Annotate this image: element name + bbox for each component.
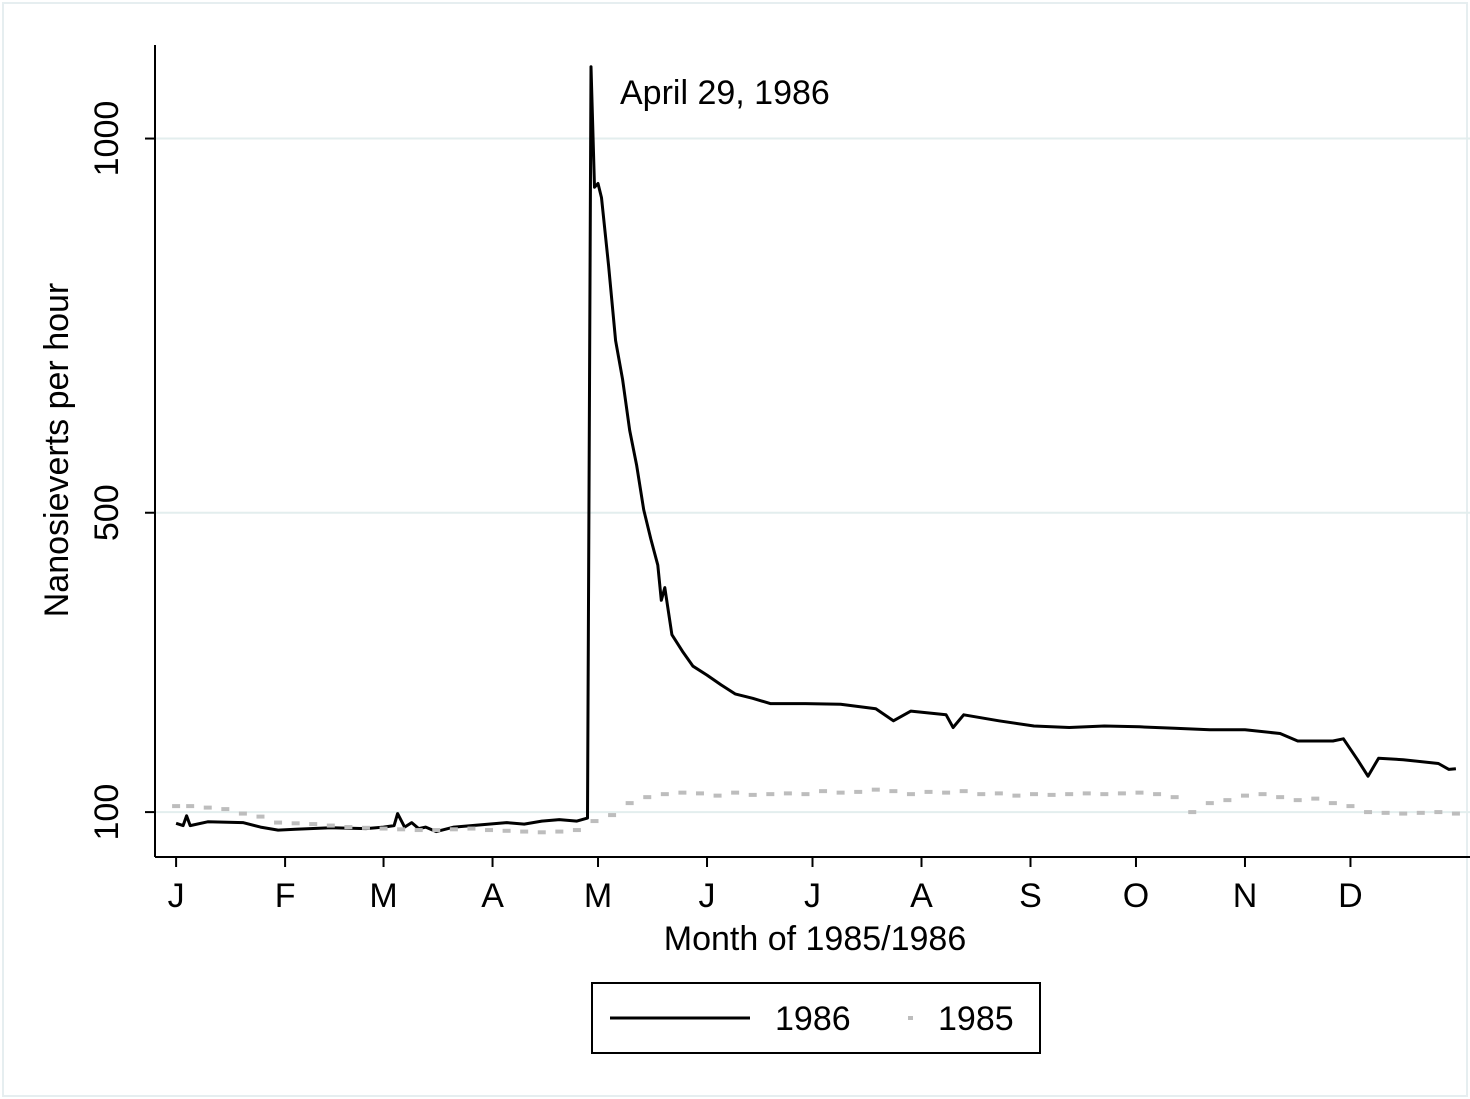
series-point [819, 789, 828, 794]
series-point [1328, 801, 1337, 806]
series-point [1276, 795, 1285, 800]
y-tick-label: 100 [88, 784, 126, 841]
series-point [238, 811, 247, 816]
series-point [172, 804, 181, 809]
series-point [1451, 811, 1460, 816]
series-point [643, 795, 652, 800]
series-point [625, 801, 634, 806]
legend-label: 1986 [775, 1000, 851, 1038]
series-point [1170, 795, 1179, 800]
series-point [572, 828, 581, 833]
series-point [924, 789, 933, 794]
x-tick-label: F [275, 877, 296, 915]
series-point [660, 792, 669, 797]
series-point [467, 826, 476, 831]
series-point [274, 820, 283, 825]
series-point [414, 828, 423, 833]
series-point [203, 805, 212, 810]
series-point [397, 827, 406, 832]
series-line [175, 65, 1457, 834]
y-tick-label: 1000 [88, 101, 126, 177]
series-point [379, 826, 388, 831]
x-tick-label: J [168, 877, 185, 915]
legend-swatch [908, 1016, 913, 1020]
series-point [590, 819, 599, 824]
series-point [889, 789, 898, 794]
series-point [1135, 790, 1144, 795]
series-point [1399, 811, 1408, 816]
series-point [1030, 792, 1039, 797]
series-point [906, 792, 915, 797]
series-point [836, 790, 845, 795]
x-tick-label: S [1019, 877, 1042, 915]
annotation: April 29, 1986 [620, 74, 830, 112]
series-point [1188, 810, 1197, 815]
series-point [1065, 792, 1074, 797]
series-point [695, 791, 704, 796]
x-tick-label: A [910, 877, 933, 915]
series-point [871, 787, 880, 792]
series-point [977, 792, 986, 797]
series-point [854, 789, 863, 794]
series-point [1223, 798, 1232, 803]
series-point [959, 789, 968, 794]
series-point [1047, 792, 1056, 797]
series-point [1346, 804, 1355, 809]
x-tick-label: J [804, 877, 821, 915]
legend-label: 1985 [938, 1000, 1014, 1038]
series-point [520, 829, 529, 834]
series-point [1082, 791, 1091, 796]
x-tick-label: D [1338, 877, 1363, 915]
y-tick-label: 500 [88, 484, 126, 541]
series-point [256, 814, 265, 819]
series-point [1416, 810, 1425, 815]
series-point [713, 793, 722, 798]
series-point [326, 823, 335, 828]
series-point [186, 804, 195, 809]
series-point [1117, 791, 1126, 796]
series-point [678, 790, 687, 795]
series-point [1293, 798, 1302, 803]
series-point [766, 792, 775, 797]
x-axis-title: Month of 1985/1986 [664, 920, 966, 958]
series-point [1364, 810, 1373, 815]
series-point [1258, 792, 1267, 797]
x-tick-label: M [584, 877, 612, 915]
series-point [1205, 801, 1214, 806]
x-tick-label: J [699, 877, 716, 915]
series-point [555, 829, 564, 834]
x-tick-label: N [1233, 877, 1258, 915]
series-point [748, 792, 757, 797]
series-point [1100, 792, 1109, 797]
series-point [994, 791, 1003, 796]
x-tick-label: M [369, 877, 397, 915]
x-tick-label: A [481, 877, 504, 915]
series-point [1434, 810, 1443, 815]
series-point [485, 828, 494, 833]
series-point [291, 821, 300, 826]
series-point [449, 827, 458, 832]
series-point [432, 828, 441, 833]
series-point [1012, 793, 1021, 798]
series-point [361, 825, 370, 830]
series-point [608, 813, 617, 818]
series-point [1240, 793, 1249, 798]
series-point [221, 807, 230, 812]
series-point [801, 792, 810, 797]
series-point [731, 790, 740, 795]
series-point [502, 828, 511, 833]
series-point [783, 791, 792, 796]
x-tick-label: O [1123, 877, 1149, 915]
series-point [1311, 796, 1320, 801]
series-point [309, 822, 318, 827]
series-point [537, 830, 546, 835]
series-point [344, 825, 353, 830]
series-point [1381, 810, 1390, 815]
series-point [942, 790, 951, 795]
y-axis-title: Nanosieverts per hour [38, 283, 76, 618]
series-point [1153, 792, 1162, 797]
